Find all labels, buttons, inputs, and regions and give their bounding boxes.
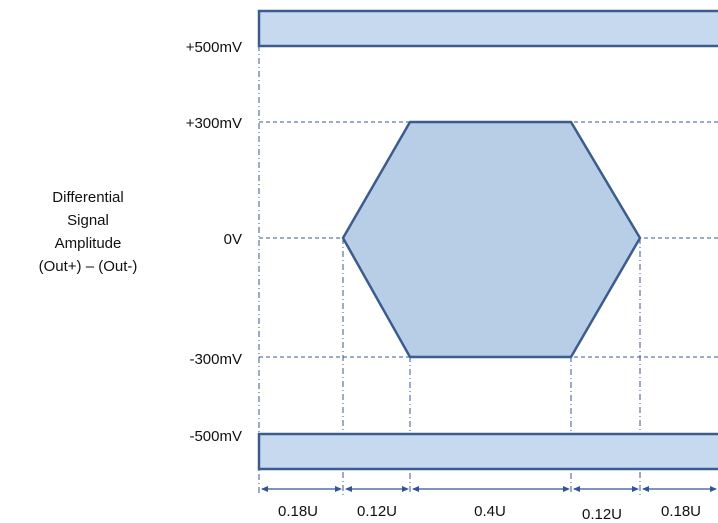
interval-label-2: 0.12U [357, 503, 397, 520]
interval-label-1: 0.18U [278, 503, 318, 520]
dimension-0-18u-right [642, 486, 717, 492]
interval-label-5: 0.18U [661, 503, 701, 520]
dimension-0-4u [412, 486, 570, 492]
ylabel-line-4: (Out+) – (Out-) [39, 258, 138, 275]
interval-label-3: 0.4U [474, 503, 506, 520]
interval-label-4: 0.12U [582, 506, 622, 523]
level-label-zero: 0V [224, 231, 242, 248]
upper-mask-band [257, 9, 718, 48]
level-label-plus300: +300mV [186, 115, 242, 132]
lower-mask-band [257, 432, 718, 471]
dimension-0-12u-left [345, 486, 409, 492]
level-label-minus500: -500mV [189, 428, 242, 445]
ylabel-line-3: Amplitude [55, 235, 122, 252]
level-label-minus300: -300mV [189, 351, 242, 368]
dimension-0-18u-left [261, 486, 342, 492]
eye-opening-hexagon [341, 120, 642, 359]
level-label-plus500: +500mV [186, 39, 242, 56]
ylabel-line-2: Signal [67, 212, 109, 229]
dimension-0-12u-right [573, 486, 639, 492]
ylabel-line-1: Differential [52, 189, 123, 206]
